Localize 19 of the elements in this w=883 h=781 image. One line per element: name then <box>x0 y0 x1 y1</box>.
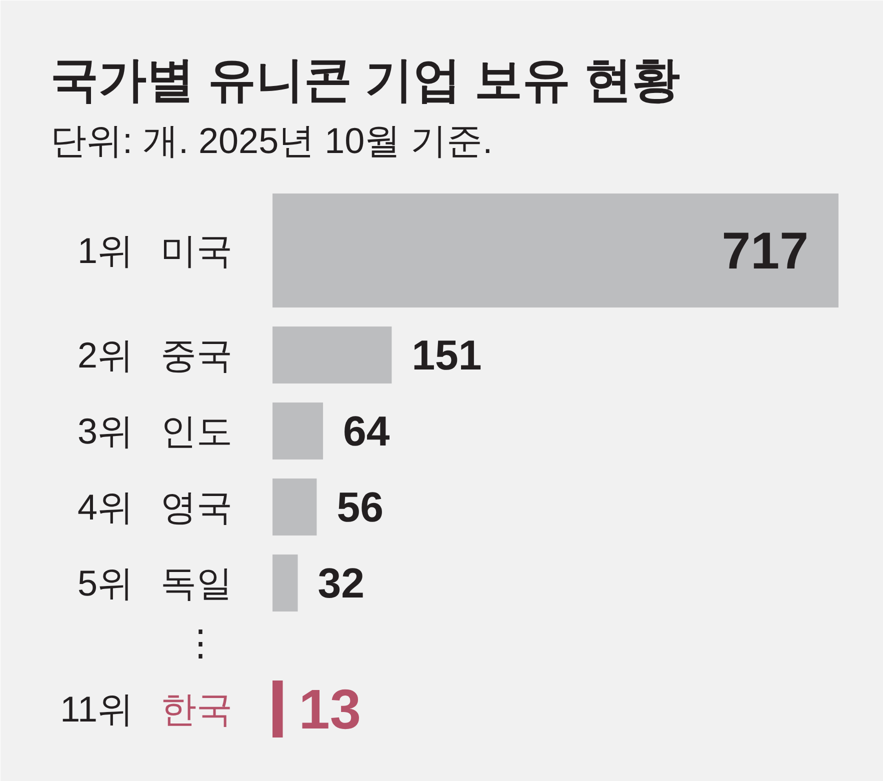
data-label: 56 <box>336 484 384 530</box>
y-tick-label: ⋮ <box>182 622 218 663</box>
y-tick-label: 11위 한국 <box>60 688 232 730</box>
y-tick-label: 5위 독일 <box>77 562 232 604</box>
y-tick-label: 4위 영국 <box>77 486 232 528</box>
bar <box>272 326 392 384</box>
data-label: 13 <box>298 678 362 740</box>
data-label: 151 <box>412 332 482 378</box>
y-tick-label: 3위 인도 <box>77 410 232 452</box>
bar <box>272 478 317 536</box>
data-label: 717 <box>722 222 809 280</box>
chart-subtitle: 단위: 개. 2025년 10월 기준. <box>50 120 493 161</box>
data-label: 64 <box>343 408 390 454</box>
y-tick-label: 1위 미국 <box>77 230 232 271</box>
bar <box>272 554 298 612</box>
chart-title: 국가별 유니콘 기업 보유 현황 <box>50 54 680 107</box>
bar <box>272 402 324 460</box>
data-label: 32 <box>318 560 364 606</box>
y-tick-label: 2위 중국 <box>77 334 232 376</box>
